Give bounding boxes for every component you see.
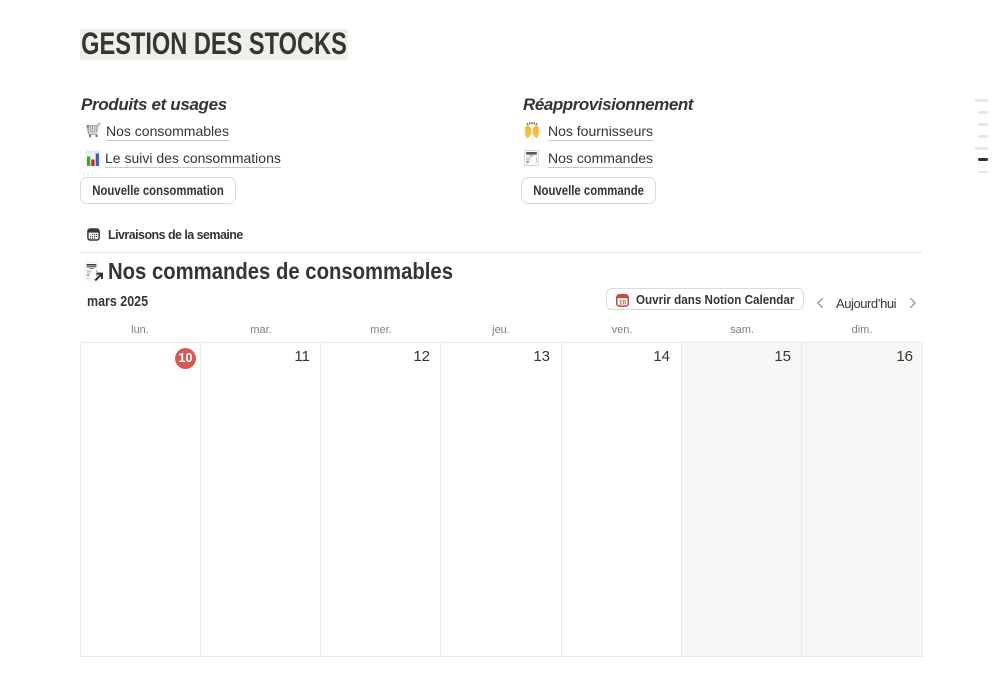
svg-text:10: 10: [619, 299, 627, 306]
